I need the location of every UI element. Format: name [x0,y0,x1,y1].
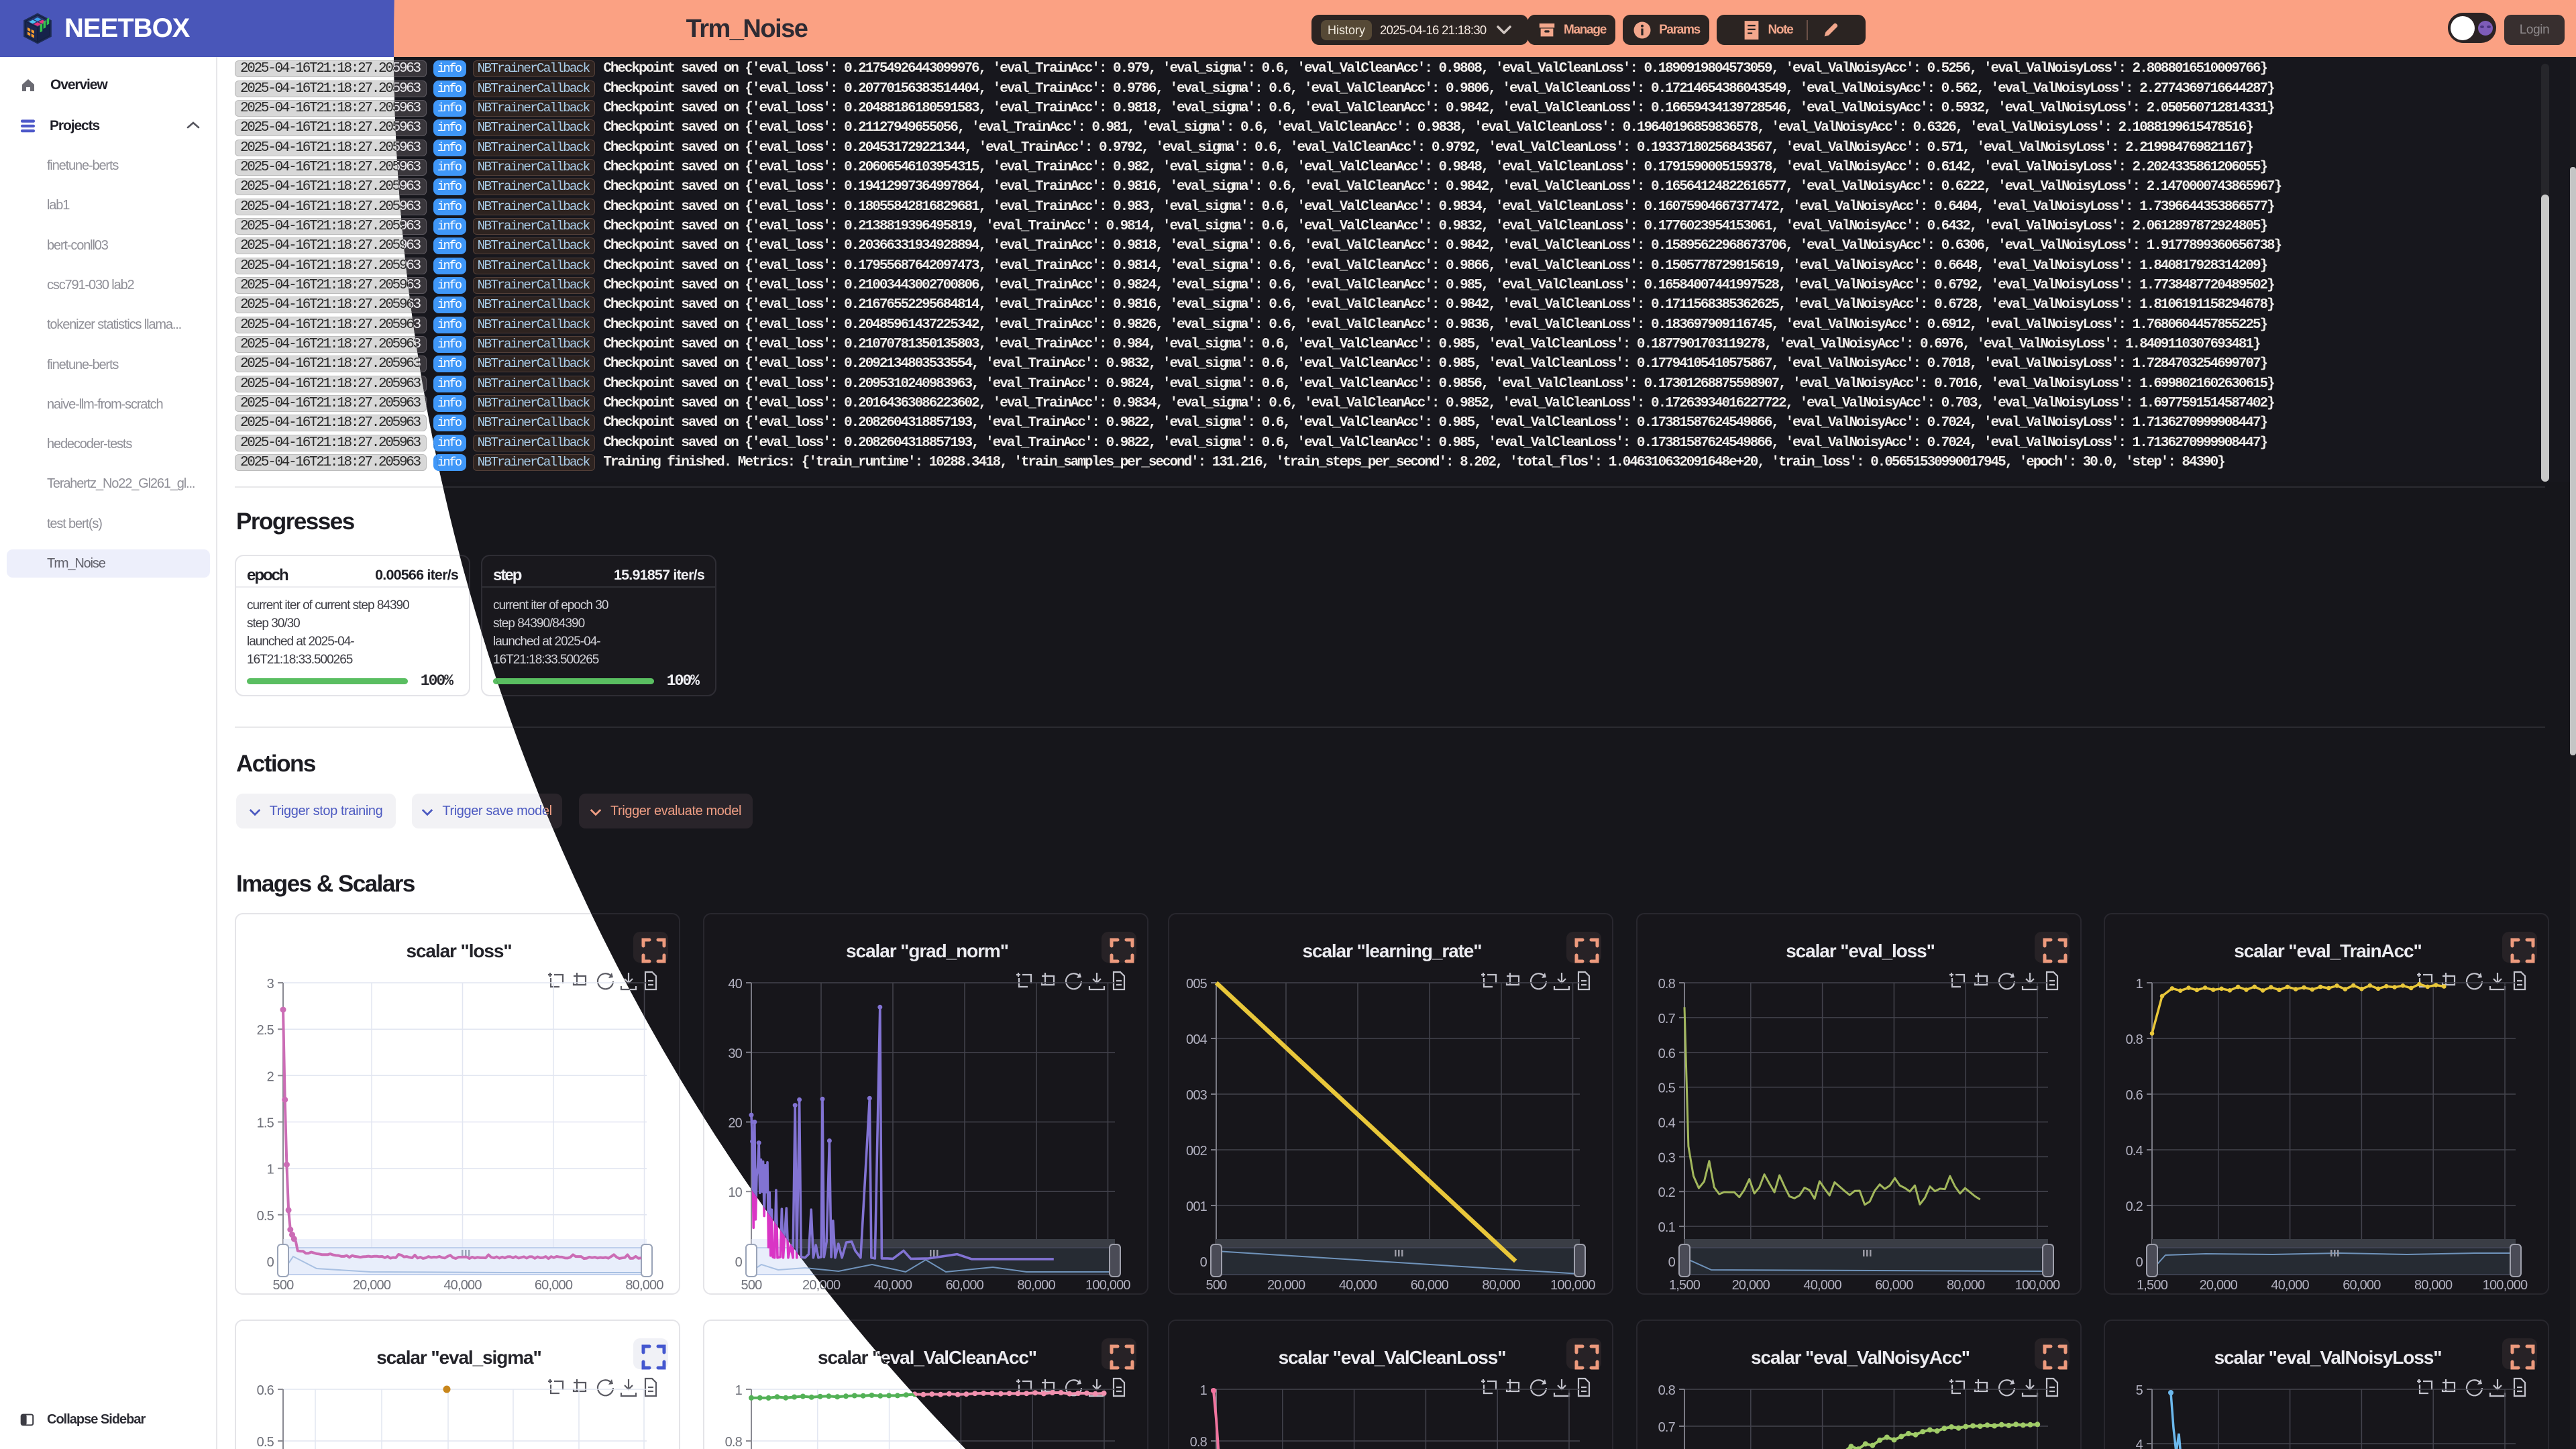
svg-text:60,000: 60,000 [946,1278,984,1293]
svg-text:500: 500 [1206,1278,1228,1293]
svg-text:60,000: 60,000 [1411,1278,1449,1293]
svg-text:100,000: 100,000 [2483,1278,2528,1293]
svg-text:004: 004 [1186,1032,1208,1047]
svg-text:0.2: 0.2 [1658,1185,1676,1200]
svg-text:scalar "eval_TrainAcc": scalar "eval_TrainAcc" [2234,941,2421,961]
svg-text:0: 0 [2136,1255,2143,1270]
svg-text:40,000: 40,000 [1339,1278,1377,1293]
svg-text:0.6: 0.6 [2126,1088,2143,1103]
svg-text:scalar "eval_ValNoisyAcc": scalar "eval_ValNoisyAcc" [1751,1347,1970,1368]
svg-text:scalar "eval_loss": scalar "eval_loss" [1786,941,1935,961]
svg-text:0.6: 0.6 [257,1383,274,1398]
svg-text:1.5: 1.5 [257,1116,274,1131]
svg-text:100,000: 100,000 [1550,1278,1595,1293]
svg-text:3: 3 [267,977,274,991]
svg-text:1: 1 [1200,1383,1208,1398]
svg-text:0.8: 0.8 [1190,1435,1208,1449]
svg-text:20: 20 [728,1116,742,1131]
svg-text:003: 003 [1186,1088,1208,1103]
svg-text:40,000: 40,000 [443,1278,482,1293]
svg-text:0.3: 0.3 [1658,1150,1676,1165]
svg-text:1: 1 [735,1383,743,1398]
svg-text:0.6: 0.6 [1658,1046,1676,1061]
svg-text:0.8: 0.8 [2126,1032,2143,1047]
svg-text:80,000: 80,000 [1017,1278,1055,1293]
svg-text:60,000: 60,000 [535,1278,573,1293]
svg-text:002: 002 [1186,1144,1208,1159]
svg-text:1,500: 1,500 [2137,1278,2168,1293]
svg-text:40,000: 40,000 [874,1278,912,1293]
svg-text:60,000: 60,000 [2343,1278,2381,1293]
svg-text:0.5: 0.5 [257,1209,274,1224]
svg-text:scalar "loss": scalar "loss" [406,941,511,961]
svg-text:0.4: 0.4 [1658,1116,1676,1131]
svg-text:10: 10 [728,1185,742,1200]
svg-text:0: 0 [735,1255,743,1270]
svg-text:0.8: 0.8 [1658,1383,1676,1398]
svg-text:100,000: 100,000 [1085,1278,1130,1293]
svg-text:40: 40 [728,977,742,991]
svg-text:4: 4 [2136,1438,2143,1449]
svg-text:40,000: 40,000 [2271,1278,2309,1293]
svg-text:0: 0 [267,1255,274,1270]
svg-text:20,000: 20,000 [1732,1278,1770,1293]
svg-text:1: 1 [267,1163,274,1177]
svg-text:001: 001 [1186,1199,1208,1214]
svg-text:80,000: 80,000 [2414,1278,2453,1293]
svg-text:0.5: 0.5 [257,1435,274,1449]
svg-text:1,500: 1,500 [1669,1278,1701,1293]
svg-text:0: 0 [1668,1255,1676,1270]
svg-text:0.8: 0.8 [725,1435,743,1449]
svg-text:80,000: 80,000 [1482,1278,1520,1293]
svg-text:0.1: 0.1 [1658,1220,1676,1235]
svg-text:20,000: 20,000 [353,1278,391,1293]
svg-text:scalar "learning_rate": scalar "learning_rate" [1303,941,1482,961]
svg-text:20,000: 20,000 [1267,1278,1305,1293]
svg-text:500: 500 [741,1278,763,1293]
svg-text:scalar "eval_ValNoisyLoss": scalar "eval_ValNoisyLoss" [2214,1347,2442,1368]
svg-text:0.5: 0.5 [1658,1081,1676,1096]
svg-text:100,000: 100,000 [2015,1278,2060,1293]
svg-text:20,000: 20,000 [2200,1278,2238,1293]
svg-text:0.8: 0.8 [1658,977,1676,991]
svg-text:500: 500 [273,1278,294,1293]
svg-text:60,000: 60,000 [1875,1278,1913,1293]
svg-text:scalar "eval_sigma": scalar "eval_sigma" [376,1347,541,1368]
svg-text:40,000: 40,000 [1803,1278,1841,1293]
svg-text:0.7: 0.7 [1658,1012,1676,1026]
svg-text:5: 5 [2136,1383,2143,1398]
svg-text:005: 005 [1186,977,1208,991]
svg-text:0.2: 0.2 [2126,1199,2143,1214]
svg-text:2.5: 2.5 [257,1023,274,1038]
svg-text:80,000: 80,000 [625,1278,663,1293]
svg-text:80,000: 80,000 [1947,1278,1985,1293]
svg-text:2: 2 [267,1069,274,1084]
svg-text:30: 30 [728,1046,742,1061]
svg-text:scalar "grad_norm": scalar "grad_norm" [846,941,1008,961]
svg-text:scalar "eval_ValCleanLoss": scalar "eval_ValCleanLoss" [1279,1347,1506,1368]
svg-text:0: 0 [1200,1255,1208,1270]
svg-text:0.4: 0.4 [2126,1144,2143,1159]
svg-text:1: 1 [2136,977,2143,991]
svg-text:0.7: 0.7 [1658,1420,1676,1435]
